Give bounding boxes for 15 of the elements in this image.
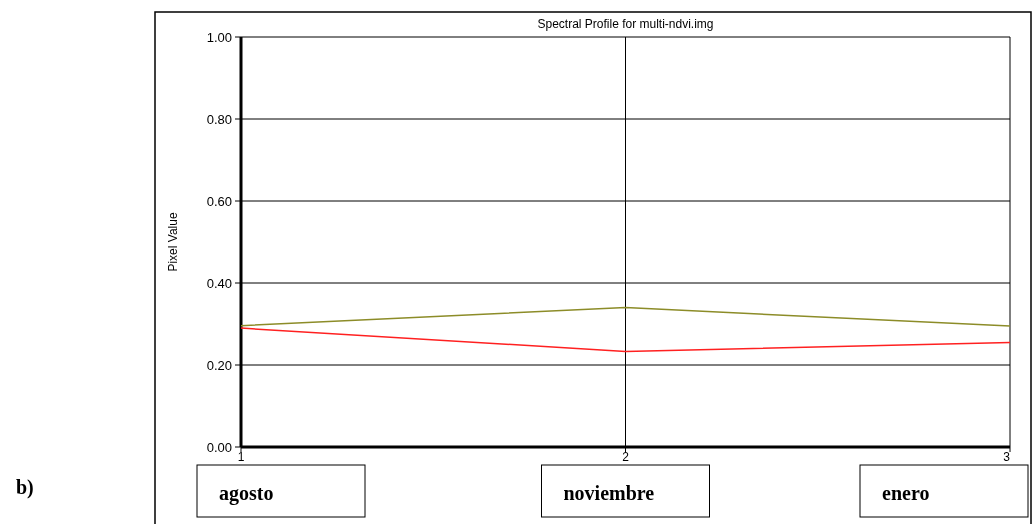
x-tick-label: 2 bbox=[622, 450, 630, 464]
chart-title: Spectral Profile for multi-ndvi.img bbox=[537, 17, 714, 31]
text: noviembre bbox=[563, 482, 655, 504]
x-tick-label: 1 bbox=[237, 450, 245, 464]
text: b) bbox=[16, 476, 34, 499]
y-tick-label: 0.40 bbox=[206, 275, 232, 291]
y-tick-label: 0.60 bbox=[206, 193, 232, 209]
text: agosto bbox=[219, 482, 274, 505]
y-tick-label: 0.00 bbox=[206, 439, 232, 455]
y-tick-label: 0.20 bbox=[206, 357, 232, 373]
y-axis-title: Pixel Value bbox=[166, 212, 180, 272]
text: enero bbox=[882, 482, 930, 504]
y-tick-label: 0.80 bbox=[206, 111, 232, 127]
x-tick-label: 3 bbox=[1003, 450, 1011, 464]
y-tick-label: 1.00 bbox=[206, 29, 232, 45]
